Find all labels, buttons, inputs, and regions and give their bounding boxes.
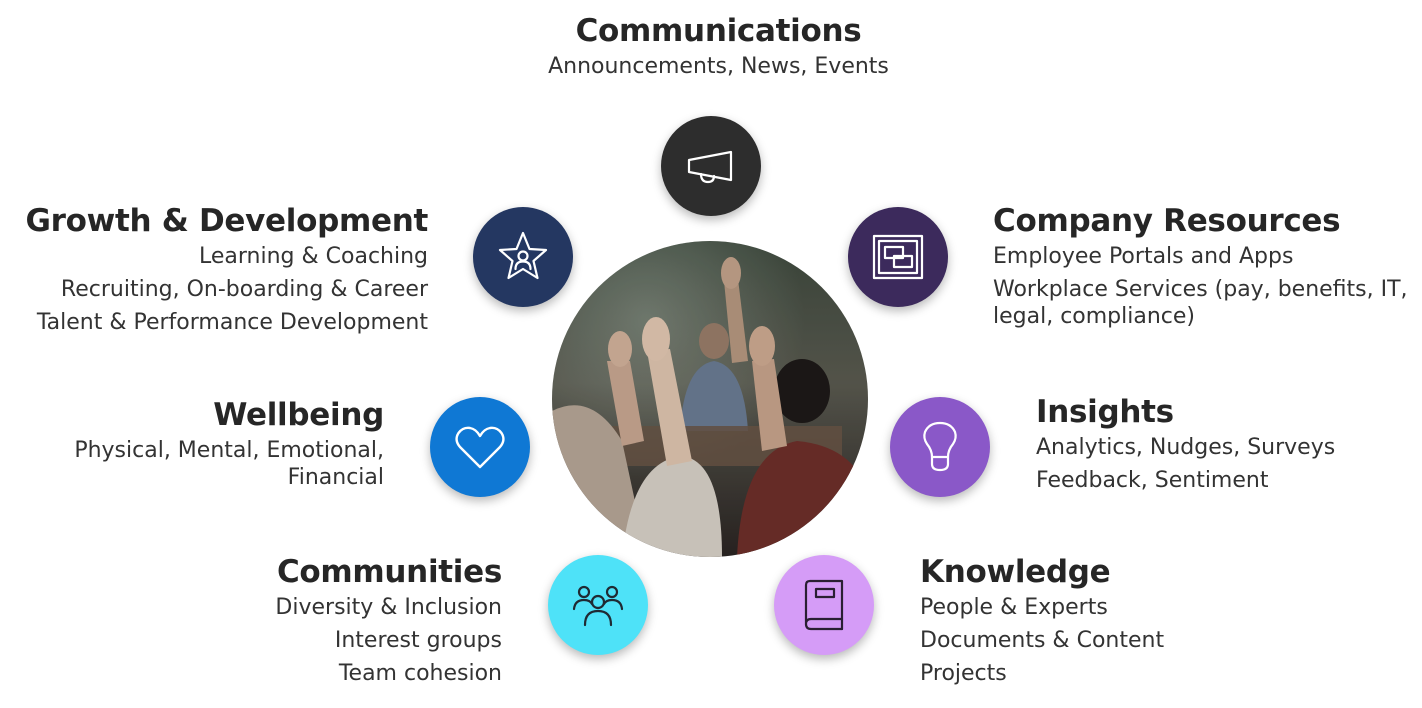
company-resources-line-1: Employee Portals and Apps xyxy=(993,244,1294,269)
insights-block: Insights Analytics, Nudges, Surveys Feed… xyxy=(1036,393,1396,497)
lightbulb-icon xyxy=(923,421,957,472)
insights-circle[interactable] xyxy=(890,397,990,497)
company-resources-block: Company Resources Employee Portals and A… xyxy=(993,202,1413,330)
company-resources-title: Company Resources xyxy=(993,203,1341,239)
communities-line-2: Interest groups xyxy=(334,628,502,653)
classroom-raised-hands-photo xyxy=(552,241,868,557)
people-group-icon xyxy=(572,585,624,627)
wellbeing-block: Wellbeing Physical, Mental, Emotional, F… xyxy=(30,396,384,491)
insights-title: Insights xyxy=(1036,394,1174,430)
growth-line-2: Recruiting, On-boarding & Career xyxy=(60,277,428,302)
company-resources-circle[interactable] xyxy=(848,207,948,307)
communities-line-1: Diversity & Inclusion xyxy=(275,595,502,620)
insights-line-1: Analytics, Nudges, Surveys xyxy=(1036,435,1336,460)
company-resources-line-2: Workplace Services (pay, benefits, IT, xyxy=(993,277,1408,302)
heart-icon xyxy=(455,426,505,469)
communications-circle[interactable] xyxy=(661,116,761,216)
growth-line-1: Learning & Coaching xyxy=(198,244,428,269)
communities-line-3: Team cohesion xyxy=(338,661,502,686)
company-resources-line-3: legal, compliance) xyxy=(993,304,1196,329)
communities-block: Communities Diversity & Inclusion Intere… xyxy=(180,553,502,690)
wellbeing-line-2: Financial xyxy=(287,465,384,490)
wellbeing-line-1: Physical, Mental, Emotional, xyxy=(74,438,384,463)
communications-block: Communications Announcements, News, Even… xyxy=(500,12,937,83)
star-person-icon xyxy=(498,231,548,280)
communities-circle[interactable] xyxy=(548,555,648,655)
book-icon xyxy=(804,579,844,631)
knowledge-line-1: People & Experts xyxy=(920,595,1108,620)
wellbeing-circle[interactable] xyxy=(430,397,530,497)
knowledge-block: Knowledge People & Experts Documents & C… xyxy=(920,553,1240,690)
knowledge-line-3: Projects xyxy=(920,661,1007,686)
wellbeing-title: Wellbeing xyxy=(213,397,384,433)
growth-circle[interactable] xyxy=(473,207,573,307)
growth-block: Growth & Development Learning & Coaching… xyxy=(20,202,429,339)
knowledge-title: Knowledge xyxy=(920,554,1111,590)
megaphone-icon xyxy=(687,150,733,184)
insights-line-2: Feedback, Sentiment xyxy=(1036,468,1269,493)
communications-line: Announcements, News, Events xyxy=(548,54,889,79)
growth-title: Growth & Development xyxy=(25,203,429,239)
knowledge-circle[interactable] xyxy=(774,555,874,655)
knowledge-line-2: Documents & Content xyxy=(920,628,1165,653)
communities-title: Communities xyxy=(276,554,502,590)
communications-title: Communications xyxy=(575,13,862,49)
growth-line-3: Talent & Performance Development xyxy=(36,310,428,335)
portal-app-icon xyxy=(872,234,924,280)
